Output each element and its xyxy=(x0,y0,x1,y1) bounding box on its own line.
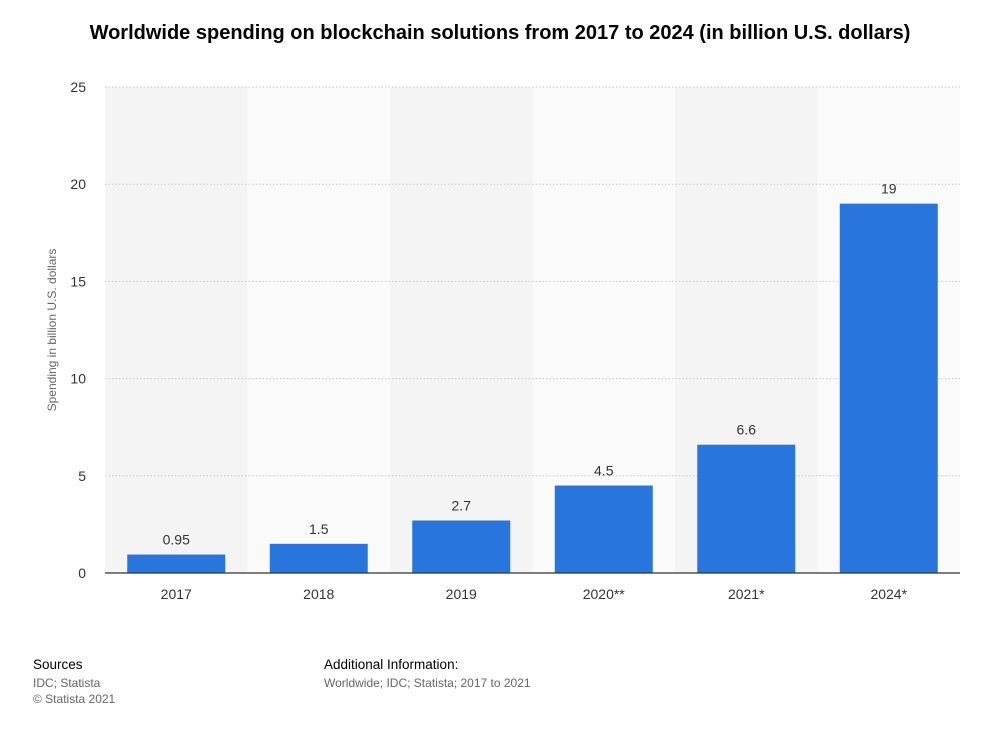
sources-line-1: IDC; Statista xyxy=(33,676,101,690)
x-tick-label: 2019 xyxy=(446,586,477,602)
x-tick-label: 2018 xyxy=(303,586,334,602)
x-tick-label: 2024* xyxy=(870,586,907,602)
x-tick-label: 2021* xyxy=(728,586,765,602)
bar xyxy=(697,444,796,573)
y-tick-label: 15 xyxy=(70,273,86,289)
x-tick-label: 2020** xyxy=(583,586,626,602)
y-tick-label: 20 xyxy=(70,176,86,192)
y-tick-label: 10 xyxy=(70,371,86,387)
data-label: 19 xyxy=(881,181,897,197)
data-label: 4.5 xyxy=(594,463,614,479)
plot-band xyxy=(247,87,390,573)
sources-line-2: © Statista 2021 xyxy=(33,692,116,706)
plot-band xyxy=(105,87,248,573)
data-label: 2.7 xyxy=(452,498,472,514)
x-tick-label: 2017 xyxy=(161,586,192,602)
y-tick-label: 0 xyxy=(78,565,86,581)
chart-title: Worldwide spending on blockchain solutio… xyxy=(89,22,911,44)
data-label: 1.5 xyxy=(309,521,329,537)
data-label: 6.6 xyxy=(737,422,757,438)
sources-section: Sources IDC; Statista © Statista 2021 xyxy=(33,657,115,707)
bar xyxy=(412,520,511,573)
bar xyxy=(554,485,653,573)
y-axis-label: Spending in billion U.S. dollars xyxy=(45,249,59,412)
bar-chart: 0 5 10 15 20 25 Spending in billion U.S. dolla… xyxy=(45,79,960,602)
bar xyxy=(127,554,226,573)
additional-info-section: Additional Information: Worldwide; IDC; … xyxy=(324,657,531,691)
y-tick-label: 5 xyxy=(78,468,86,484)
y-tick-label: 25 xyxy=(70,79,86,95)
sources-heading: Sources xyxy=(33,657,83,672)
data-label: 0.95 xyxy=(163,532,190,548)
additional-info-line: Worldwide; IDC; Statista; 2017 to 2021 xyxy=(324,676,531,690)
additional-info-heading: Additional Information: xyxy=(324,657,459,672)
bar xyxy=(269,543,368,573)
bar xyxy=(839,203,938,573)
plot-band xyxy=(390,87,533,573)
